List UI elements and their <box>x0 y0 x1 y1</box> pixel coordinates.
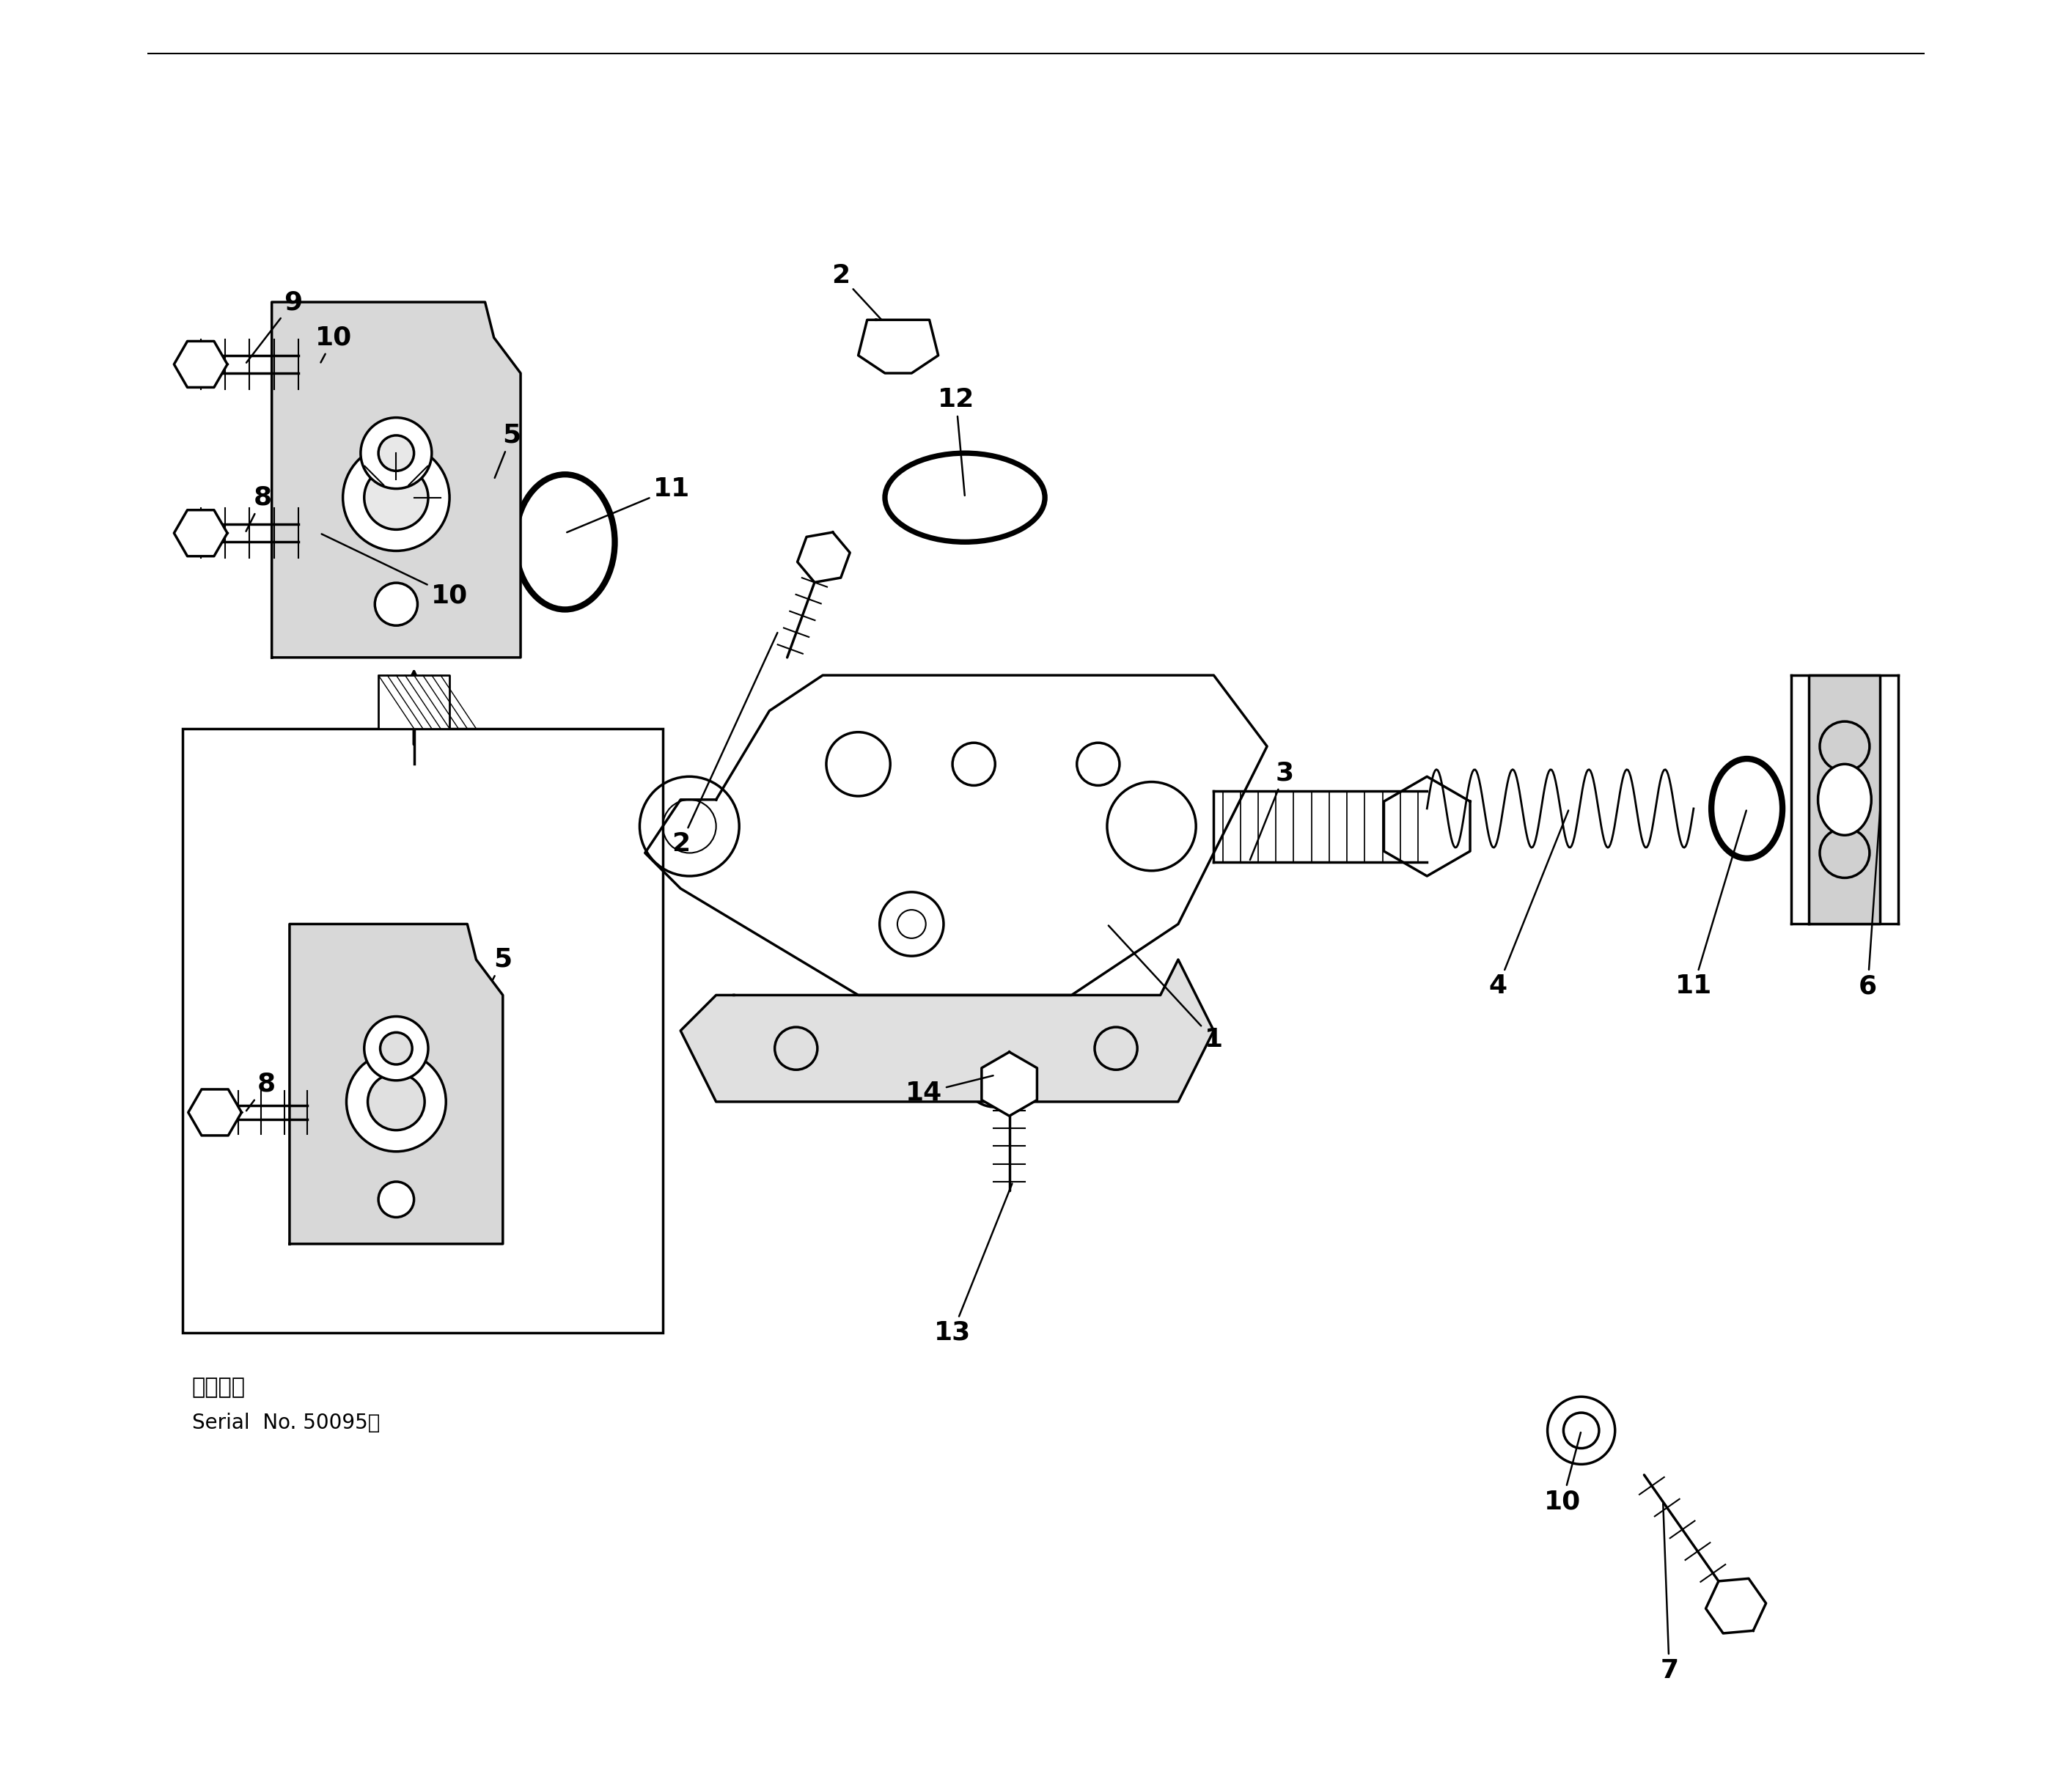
Polygon shape <box>379 675 450 729</box>
Text: 14: 14 <box>905 1075 992 1105</box>
Text: 2: 2 <box>831 263 905 345</box>
Text: 10: 10 <box>315 325 352 363</box>
Polygon shape <box>271 302 520 657</box>
Polygon shape <box>174 341 228 387</box>
Circle shape <box>365 1016 429 1080</box>
Polygon shape <box>290 924 503 1244</box>
Circle shape <box>379 435 414 471</box>
Polygon shape <box>798 533 850 583</box>
Text: 10: 10 <box>323 1036 450 1111</box>
Text: 8: 8 <box>247 485 271 531</box>
Circle shape <box>365 466 429 530</box>
Circle shape <box>379 1032 412 1064</box>
Polygon shape <box>644 675 1268 995</box>
Text: Serial  No. 50095～: Serial No. 50095～ <box>193 1413 379 1434</box>
Circle shape <box>342 444 450 551</box>
Circle shape <box>361 418 431 489</box>
Polygon shape <box>1809 675 1879 924</box>
Text: 5: 5 <box>495 423 520 478</box>
Text: 3: 3 <box>1249 761 1295 860</box>
Text: 1: 1 <box>1109 926 1222 1052</box>
Text: 11: 11 <box>568 476 690 533</box>
Circle shape <box>379 1182 414 1217</box>
Text: 9: 9 <box>247 290 303 363</box>
Polygon shape <box>680 960 1214 1102</box>
Ellipse shape <box>1817 764 1871 835</box>
Text: 11: 11 <box>1674 810 1747 999</box>
Text: 5: 5 <box>477 947 512 1011</box>
Circle shape <box>346 1052 445 1151</box>
Text: 7: 7 <box>1660 1503 1678 1683</box>
Polygon shape <box>1384 777 1471 876</box>
Text: 12: 12 <box>939 387 974 496</box>
Polygon shape <box>1705 1578 1765 1633</box>
Text: 10: 10 <box>321 533 468 608</box>
Polygon shape <box>189 1089 242 1136</box>
Circle shape <box>367 1073 425 1130</box>
Text: 適用号機: 適用号機 <box>193 1377 244 1398</box>
Text: 10: 10 <box>1544 1432 1581 1514</box>
Text: 4: 4 <box>1490 810 1569 999</box>
Circle shape <box>375 583 419 626</box>
Text: 6: 6 <box>1859 810 1879 999</box>
Text: 2: 2 <box>671 633 777 857</box>
Polygon shape <box>174 510 228 556</box>
Text: 8: 8 <box>247 1072 276 1111</box>
Polygon shape <box>858 320 939 373</box>
Text: 13: 13 <box>934 1183 1011 1345</box>
Polygon shape <box>982 1052 1038 1116</box>
